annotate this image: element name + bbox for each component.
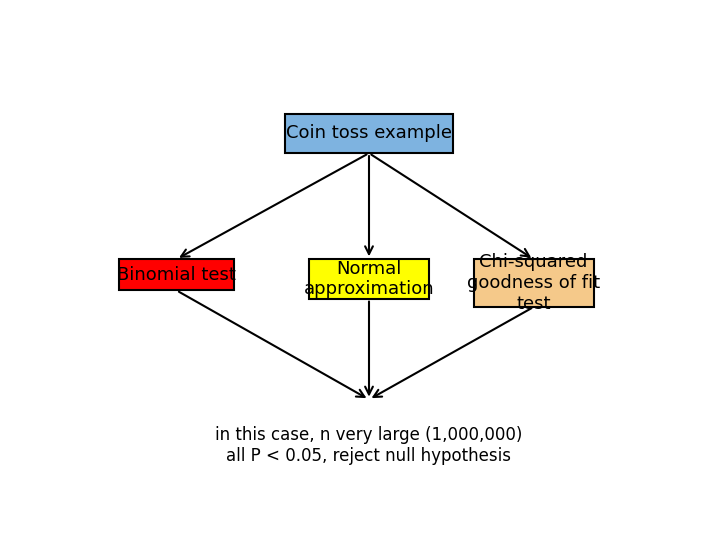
FancyBboxPatch shape <box>309 259 429 299</box>
Text: Chi-squared
goodness of fit
test: Chi-squared goodness of fit test <box>467 253 600 313</box>
FancyBboxPatch shape <box>474 259 593 307</box>
Text: Normal
approximation: Normal approximation <box>304 260 434 298</box>
Text: in this case, n very large (1,000,000)
all P < 0.05, reject null hypothesis: in this case, n very large (1,000,000) a… <box>215 426 523 464</box>
Text: Coin toss example: Coin toss example <box>286 124 452 143</box>
Text: Binomial test: Binomial test <box>117 266 236 284</box>
FancyBboxPatch shape <box>120 259 234 291</box>
FancyBboxPatch shape <box>285 113 453 153</box>
